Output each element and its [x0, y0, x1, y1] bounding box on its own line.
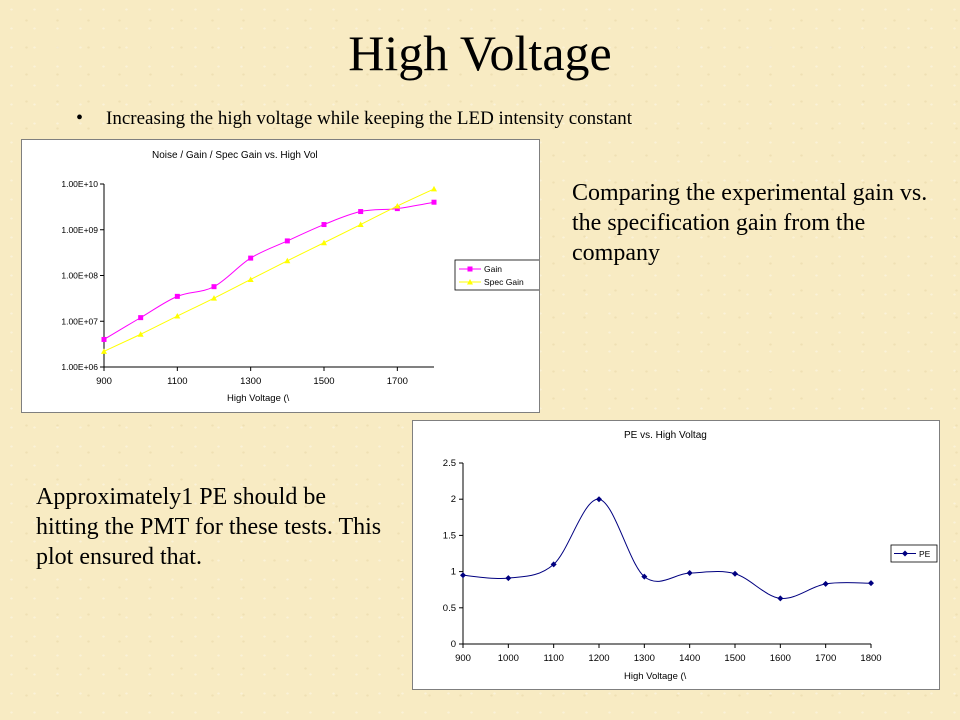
- x-tick-label: 1500: [313, 376, 334, 387]
- x-tick-label: 1100: [167, 376, 187, 387]
- data-point: [174, 293, 180, 299]
- y-tick-label: 1.00E+07: [61, 316, 98, 326]
- y-tick-label: 1.5: [443, 530, 456, 541]
- gain-vs-voltage-chart: Noise / Gain / Spec Gain vs. High Vol 1.0…: [21, 139, 540, 413]
- data-point: [247, 276, 254, 282]
- x-tick-label: 1500: [724, 653, 745, 664]
- x-tick-label: 1700: [815, 653, 836, 664]
- data-point: [284, 257, 291, 264]
- data-point: [460, 572, 466, 579]
- y-tick-label: 2.5: [443, 458, 456, 469]
- x-tick-label: 900: [96, 376, 112, 387]
- x-tick-label: 1200: [588, 653, 609, 664]
- x-tick-label: 1700: [387, 376, 408, 387]
- x-axis-label: High Voltage (\: [227, 393, 290, 404]
- x-axis-label: High Voltage (\: [624, 671, 687, 682]
- data-point: [868, 580, 874, 587]
- legend-label: PE: [919, 549, 931, 559]
- series-line-gain: [103, 201, 435, 340]
- data-point: [174, 313, 181, 319]
- x-tick-label: 1300: [634, 653, 655, 664]
- data-point: [321, 239, 327, 246]
- x-tick-label: 1100: [543, 653, 563, 664]
- x-tick-label: 1400: [679, 653, 700, 664]
- pe-chart-svg: PE vs. High Voltag 0 0.5 1 1.5 2 2.5 900 1000 110…: [443, 430, 938, 682]
- data-point: [211, 284, 217, 290]
- bullet-text: Increasing the high voltage while keepin…: [106, 108, 633, 129]
- data-point: [732, 570, 738, 577]
- x-tick-label: 1800: [860, 653, 881, 664]
- y-tick-label: 1.00E+06: [61, 362, 98, 372]
- data-point: [358, 209, 364, 215]
- x-tick-label: 900: [455, 653, 471, 664]
- x-tick-label: 1000: [498, 653, 519, 664]
- data-point: [431, 185, 437, 192]
- data-point: [822, 580, 829, 587]
- x-tick-label: 1600: [770, 653, 791, 664]
- gain-chart-svg: Noise / Gain / Spec Gain vs. High Vol 1.0…: [61, 150, 539, 404]
- data-point: [641, 573, 648, 580]
- series-line-pe: [462, 498, 872, 599]
- data-point: [101, 348, 107, 354]
- bullet-point: • Increasing the high voltage while keepi…: [76, 106, 632, 131]
- pe-explanation-note: Approximately1 PE should be hitting the …: [36, 484, 382, 570]
- pe-vs-voltage-chart: PE vs. High Voltag 0 0.5 1 1.5 2 2.5 900 1000 110…: [412, 420, 940, 690]
- data-point: [248, 255, 254, 261]
- data-point: [596, 496, 602, 503]
- data-point: [394, 203, 401, 209]
- y-tick-label: 1: [451, 567, 456, 578]
- legend-marker: [467, 266, 473, 272]
- legend-label: Spec Gain: [484, 277, 524, 287]
- y-tick-label: 1.00E+09: [61, 225, 98, 235]
- chart-title: PE vs. High Voltag: [624, 430, 707, 441]
- data-point: [686, 570, 693, 577]
- y-tick-label: 1.00E+08: [61, 271, 98, 281]
- y-tick-label: 2: [451, 494, 456, 505]
- gain-comparison-note: Comparing the experimental gain vs. the …: [572, 180, 928, 266]
- data-point: [777, 595, 784, 602]
- slide-title: High Voltage: [348, 25, 612, 81]
- data-point: [137, 331, 144, 337]
- x-tick-label: 1300: [240, 376, 261, 387]
- data-point: [431, 199, 437, 205]
- data-point: [357, 221, 364, 228]
- y-tick-label: 0: [451, 639, 456, 650]
- legend-label: Gain: [484, 264, 502, 274]
- legend-marker: [902, 550, 908, 557]
- bullet-icon: •: [76, 107, 84, 129]
- data-point: [550, 561, 557, 568]
- data-point: [211, 295, 217, 301]
- legend-marker: [467, 279, 473, 285]
- data-point: [101, 336, 107, 342]
- series-line-spec-gain: [103, 188, 435, 352]
- legend-box: [454, 259, 539, 291]
- data-point: [138, 315, 144, 321]
- data-point: [321, 222, 327, 228]
- chart-title: Noise / Gain / Spec Gain vs. High Vol: [152, 150, 318, 161]
- data-point: [284, 238, 290, 244]
- y-tick-label: 0.5: [443, 603, 456, 614]
- data-point: [505, 575, 512, 582]
- y-tick-label: 1.00E+10: [61, 179, 98, 189]
- data-point: [394, 206, 400, 212]
